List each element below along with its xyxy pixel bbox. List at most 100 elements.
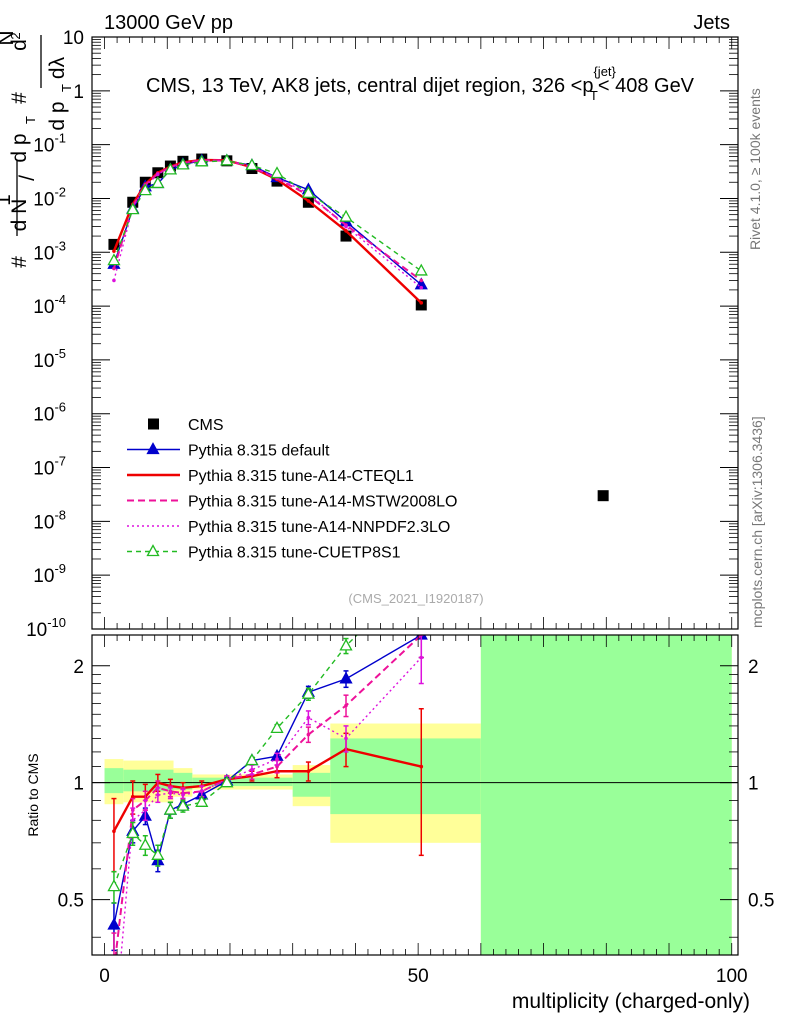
ylabel-two: 2 xyxy=(8,32,23,39)
ratio-marker-cteql1 xyxy=(130,794,135,799)
ratio-green-band xyxy=(123,769,174,792)
ratio-y-tick-label-right: 1 xyxy=(748,774,759,795)
main-marker-cuetp8s1 xyxy=(126,202,140,215)
ratio-y-tick-label-right: 0.5 xyxy=(748,891,774,912)
legend-label: CMS xyxy=(188,417,224,434)
mcplots-label: mcplots.cern.ch [arXiv:1306.3436] xyxy=(749,416,765,628)
tick-base: 1 xyxy=(73,82,84,103)
main-y-tick-label: 10-10 xyxy=(26,615,66,641)
main-marker-nnpdf xyxy=(156,172,160,177)
main-line-mstw xyxy=(112,159,422,282)
title-pt: p xyxy=(582,75,593,97)
main-line-default xyxy=(113,160,422,286)
tick-exp: -5 xyxy=(54,346,66,361)
ratio-x-tick-label: 100 xyxy=(716,966,748,987)
main-y-axis-label: # d N1 / d p T # d2Nd p Tdλ xyxy=(0,30,74,267)
ratio-marker-cuetp8s1 xyxy=(245,753,259,766)
ratio-y-tick-label-left: 0.5 xyxy=(58,891,84,912)
legend-marker-default xyxy=(146,442,160,455)
ratio-marker-cuetp8s1 xyxy=(220,775,234,788)
ratio-marker-cuetp8s1 xyxy=(195,794,209,807)
ratio-marker-cuetp8s1 xyxy=(176,798,190,811)
main-y-tick-label: 1 xyxy=(73,82,84,103)
ratio-marker-cteql1 xyxy=(419,764,424,769)
legend: CMS Pythia 8.315 default Pythia 8.315 tune… xyxy=(127,417,457,562)
ylabel-n: N xyxy=(0,30,18,45)
main-y-tick-label: 10-5 xyxy=(33,346,66,372)
ratio-marker-mstw xyxy=(306,732,311,737)
legend-marker-cuetp8s1 xyxy=(146,544,160,557)
legend-label: Pythia 8.315 default xyxy=(188,443,330,460)
ratio-marker-nnpdf xyxy=(181,793,185,797)
main-marker-mstw xyxy=(419,278,424,283)
title-t-sub: T xyxy=(590,88,598,103)
ratio-y-axis-label: Ratio to CMS xyxy=(25,753,41,836)
ratio-marker-nnpdf xyxy=(306,715,311,720)
legend-label: Pythia 8.315 tune-A14-MSTW2008LO xyxy=(188,494,457,511)
tick-exp: -3 xyxy=(54,238,66,253)
ratio-green-band xyxy=(192,777,293,787)
main-marker-cteql1 xyxy=(344,229,348,233)
main-marker-cuetp8s1 xyxy=(339,209,353,222)
tick-exp: -7 xyxy=(54,454,66,469)
cms-data-point xyxy=(597,490,609,502)
main-marker-cuetp8s1 xyxy=(176,157,190,170)
ratio-marker-cuetp8s1 xyxy=(416,565,427,575)
cms-data-point xyxy=(415,299,427,311)
header-right-text: Jets xyxy=(693,12,730,34)
main-marker-cuetp8s1 xyxy=(151,176,165,189)
analysis-id-label: (CMS_2021_I1920187) xyxy=(348,591,483,606)
main-y-tick-label: 10 xyxy=(63,28,84,49)
legend-label: Pythia 8.315 tune-A14-CTEQL1 xyxy=(188,468,414,485)
ratio-marker-nnpdf xyxy=(168,791,173,795)
tick-base: 10 xyxy=(33,297,54,318)
ylabel-dp-2: d p xyxy=(46,101,69,130)
main-y-tick-label: 10-6 xyxy=(33,400,66,426)
title-jet-sup: {jet} xyxy=(593,64,616,79)
tick-exp: -4 xyxy=(54,292,66,307)
ylabel-one: 1 xyxy=(0,194,15,206)
ratio-green-band xyxy=(292,772,331,797)
main-marker-mstw xyxy=(112,266,116,271)
ratio-green-band xyxy=(173,772,193,790)
main-marker-cuetp8s1 xyxy=(195,154,209,167)
ratio-marker-nnpdf xyxy=(199,789,204,794)
ratio-marker-mstw xyxy=(344,703,348,708)
tick-base: 10 xyxy=(33,405,54,426)
ratio-series-lines xyxy=(107,565,428,955)
ratio-marker-cuetp8s1 xyxy=(339,638,353,651)
ratio-marker-cteql1 xyxy=(306,769,311,774)
tick-base: 10 xyxy=(33,189,54,210)
axes-group: 10110-110-210-310-410-510-610-710-810-91… xyxy=(26,28,774,987)
legend-label: Pythia 8.315 tune-CUETP8S1 xyxy=(188,545,401,562)
ratio-y-tick-label-right: 2 xyxy=(748,657,759,678)
ratio-marker-default xyxy=(107,917,121,930)
main-y-tick-label: 10-1 xyxy=(33,131,66,157)
tick-base: 10 xyxy=(26,620,47,641)
main-panel-frame xyxy=(91,36,739,630)
main-y-tick-label: 10-8 xyxy=(33,507,66,533)
x-axis-label: multiplicity (charged-only) xyxy=(512,990,750,1013)
main-y-tick-label: 10-2 xyxy=(33,184,66,210)
ratio-green-band xyxy=(104,768,124,794)
main-marker-cuetp8s1 xyxy=(301,185,315,198)
main-line-nnpdf xyxy=(113,159,422,289)
main-marker-cuetp8s1 xyxy=(270,166,284,179)
ratio-marker-cuetp8s1 xyxy=(270,720,284,733)
ratio-marker-cuetp8s1 xyxy=(163,802,177,815)
main-marker-cteql1 xyxy=(112,249,116,253)
tick-base: 10 xyxy=(33,459,54,480)
cms-data-point xyxy=(108,238,120,250)
tick-exp: -9 xyxy=(54,561,66,576)
main-marker-cuetp8s1 xyxy=(414,263,428,276)
header-left-text: 13000 GeV pp xyxy=(104,12,233,34)
ylabel-dn: d N xyxy=(8,199,31,232)
ratio-x-tick-label: 50 xyxy=(408,966,429,987)
ylabel-d: d xyxy=(8,39,31,51)
ratio-y-tick-label-left: 2 xyxy=(73,657,84,678)
ratio-marker-cteql1 xyxy=(112,829,116,833)
ratio-marker-cuetp8s1 xyxy=(151,847,165,860)
ratio-x-tick-label: 0 xyxy=(99,966,110,987)
main-marker-nnpdf xyxy=(419,285,424,290)
title-part-2: < 408 GeV xyxy=(598,75,695,97)
